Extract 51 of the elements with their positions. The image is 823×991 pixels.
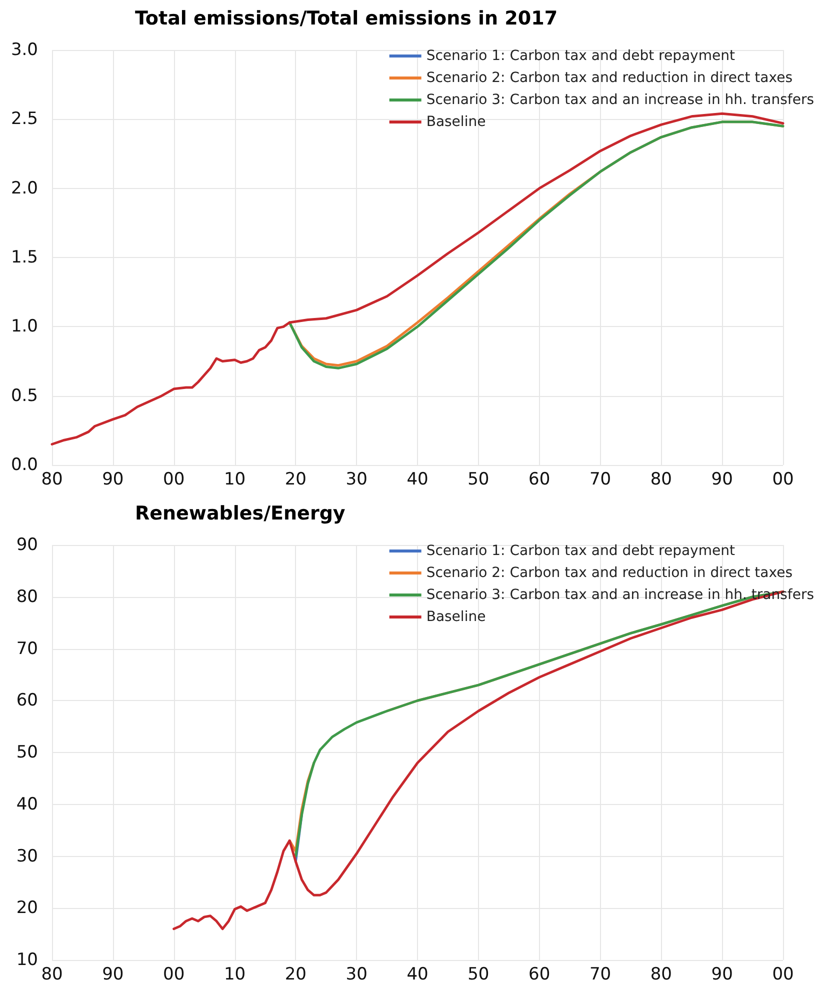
x-tick-label: 30 xyxy=(346,964,368,984)
x-tick-label: 30 xyxy=(346,470,368,490)
legend-label: Scenario 2: Carbon tax and reduction in direct taxes xyxy=(426,565,793,581)
x-tick-label: 20 xyxy=(284,964,306,984)
chart-title: Renewables/Energy xyxy=(135,502,346,524)
x-tick-label: 00 xyxy=(772,964,794,984)
y-tick-label: 2.5 xyxy=(10,109,38,130)
y-tick-label: 50 xyxy=(16,742,38,762)
x-tick-label: 80 xyxy=(650,964,672,984)
x-tick-label: 00 xyxy=(163,470,185,490)
x-tick-label: 80 xyxy=(41,964,63,984)
x-tick-label: 00 xyxy=(163,964,185,984)
x-tick-label: 90 xyxy=(102,470,124,490)
legend-label: Scenario 1: Carbon tax and debt repayment xyxy=(426,48,736,64)
x-tick-label: 60 xyxy=(528,964,550,984)
x-tick-label: 90 xyxy=(102,964,124,984)
y-tick-label: 1.0 xyxy=(10,316,38,337)
x-tick-label: 80 xyxy=(650,470,672,490)
chart-title: Total emissions/Total emissions in 2017 xyxy=(135,8,558,30)
x-tick-label: 10 xyxy=(224,964,246,984)
x-tick-label: 50 xyxy=(468,470,490,490)
y-tick-label: 40 xyxy=(16,794,38,814)
y-tick-label: 3.0 xyxy=(10,40,38,60)
x-tick-label: 80 xyxy=(41,470,63,490)
x-tick-label: 40 xyxy=(406,964,428,984)
x-tick-label: 90 xyxy=(711,470,733,490)
x-tick-label: 60 xyxy=(528,470,550,490)
legend-label: Scenario 2: Carbon tax and reduction in direct taxes xyxy=(426,70,793,86)
legend-label: Baseline xyxy=(426,114,486,130)
y-tick-label: 90 xyxy=(16,535,38,555)
legend-label: Baseline xyxy=(426,609,486,625)
x-tick-label: 90 xyxy=(711,964,733,984)
x-tick-label: 70 xyxy=(589,470,612,490)
y-tick-label: 1.5 xyxy=(10,248,38,268)
x-tick-label: 10 xyxy=(224,470,246,490)
x-tick-label: 00 xyxy=(772,470,794,490)
x-tick-label: 50 xyxy=(468,964,490,984)
x-tick-label: 20 xyxy=(284,470,306,490)
y-tick-label: 30 xyxy=(16,846,38,866)
y-tick-label: 20 xyxy=(16,898,38,918)
x-tick-label: 40 xyxy=(406,470,428,490)
y-tick-label: 0.0 xyxy=(10,455,38,475)
y-tick-label: 80 xyxy=(16,586,38,607)
legend-label: Scenario 1: Carbon tax and debt repayment xyxy=(426,543,736,559)
legend-label: Scenario 3: Carbon tax and an increase in hh. transfers xyxy=(426,92,814,108)
y-tick-label: 60 xyxy=(16,690,38,711)
x-tick-label: 70 xyxy=(589,964,612,984)
y-tick-label: 2.0 xyxy=(10,178,38,198)
y-tick-label: 70 xyxy=(16,638,38,659)
y-tick-label: 0.5 xyxy=(10,386,38,406)
y-tick-label: 10 xyxy=(16,950,38,970)
